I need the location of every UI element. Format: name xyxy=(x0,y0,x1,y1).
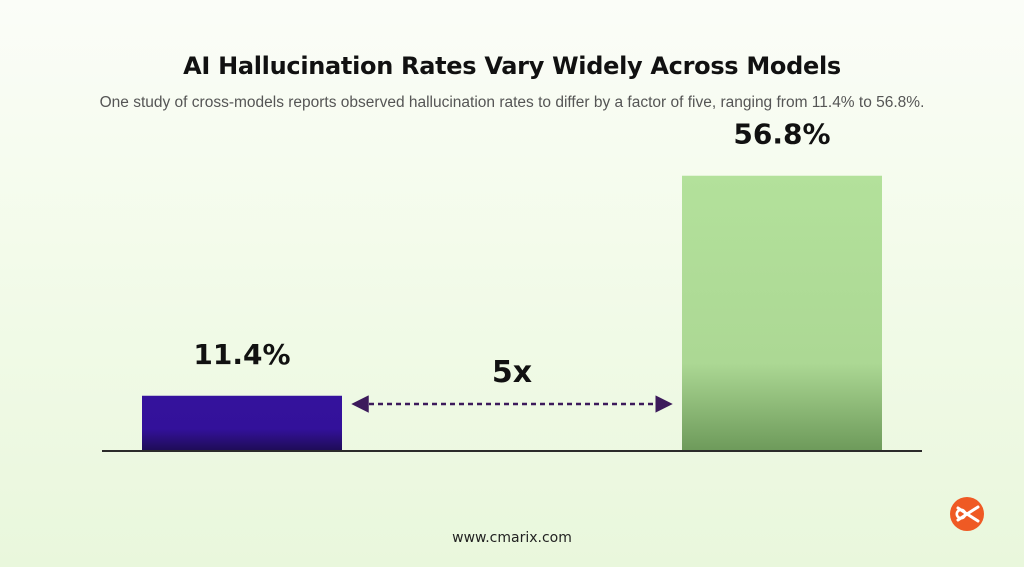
bar-value-label-1: 11.4% xyxy=(193,338,290,371)
website-url[interactable]: www.cmarix.com xyxy=(452,530,572,546)
factor-label: 5x xyxy=(492,355,532,390)
bar-1 xyxy=(142,395,342,451)
cmarix-logo-icon xyxy=(950,497,984,531)
chart-title: AI Hallucination Rates Vary Widely Acros… xyxy=(183,52,841,80)
bar-2 xyxy=(682,175,882,451)
chart-subtitle: One study of cross-models reports observ… xyxy=(99,94,925,111)
bar-value-label-2: 56.8% xyxy=(733,118,830,151)
